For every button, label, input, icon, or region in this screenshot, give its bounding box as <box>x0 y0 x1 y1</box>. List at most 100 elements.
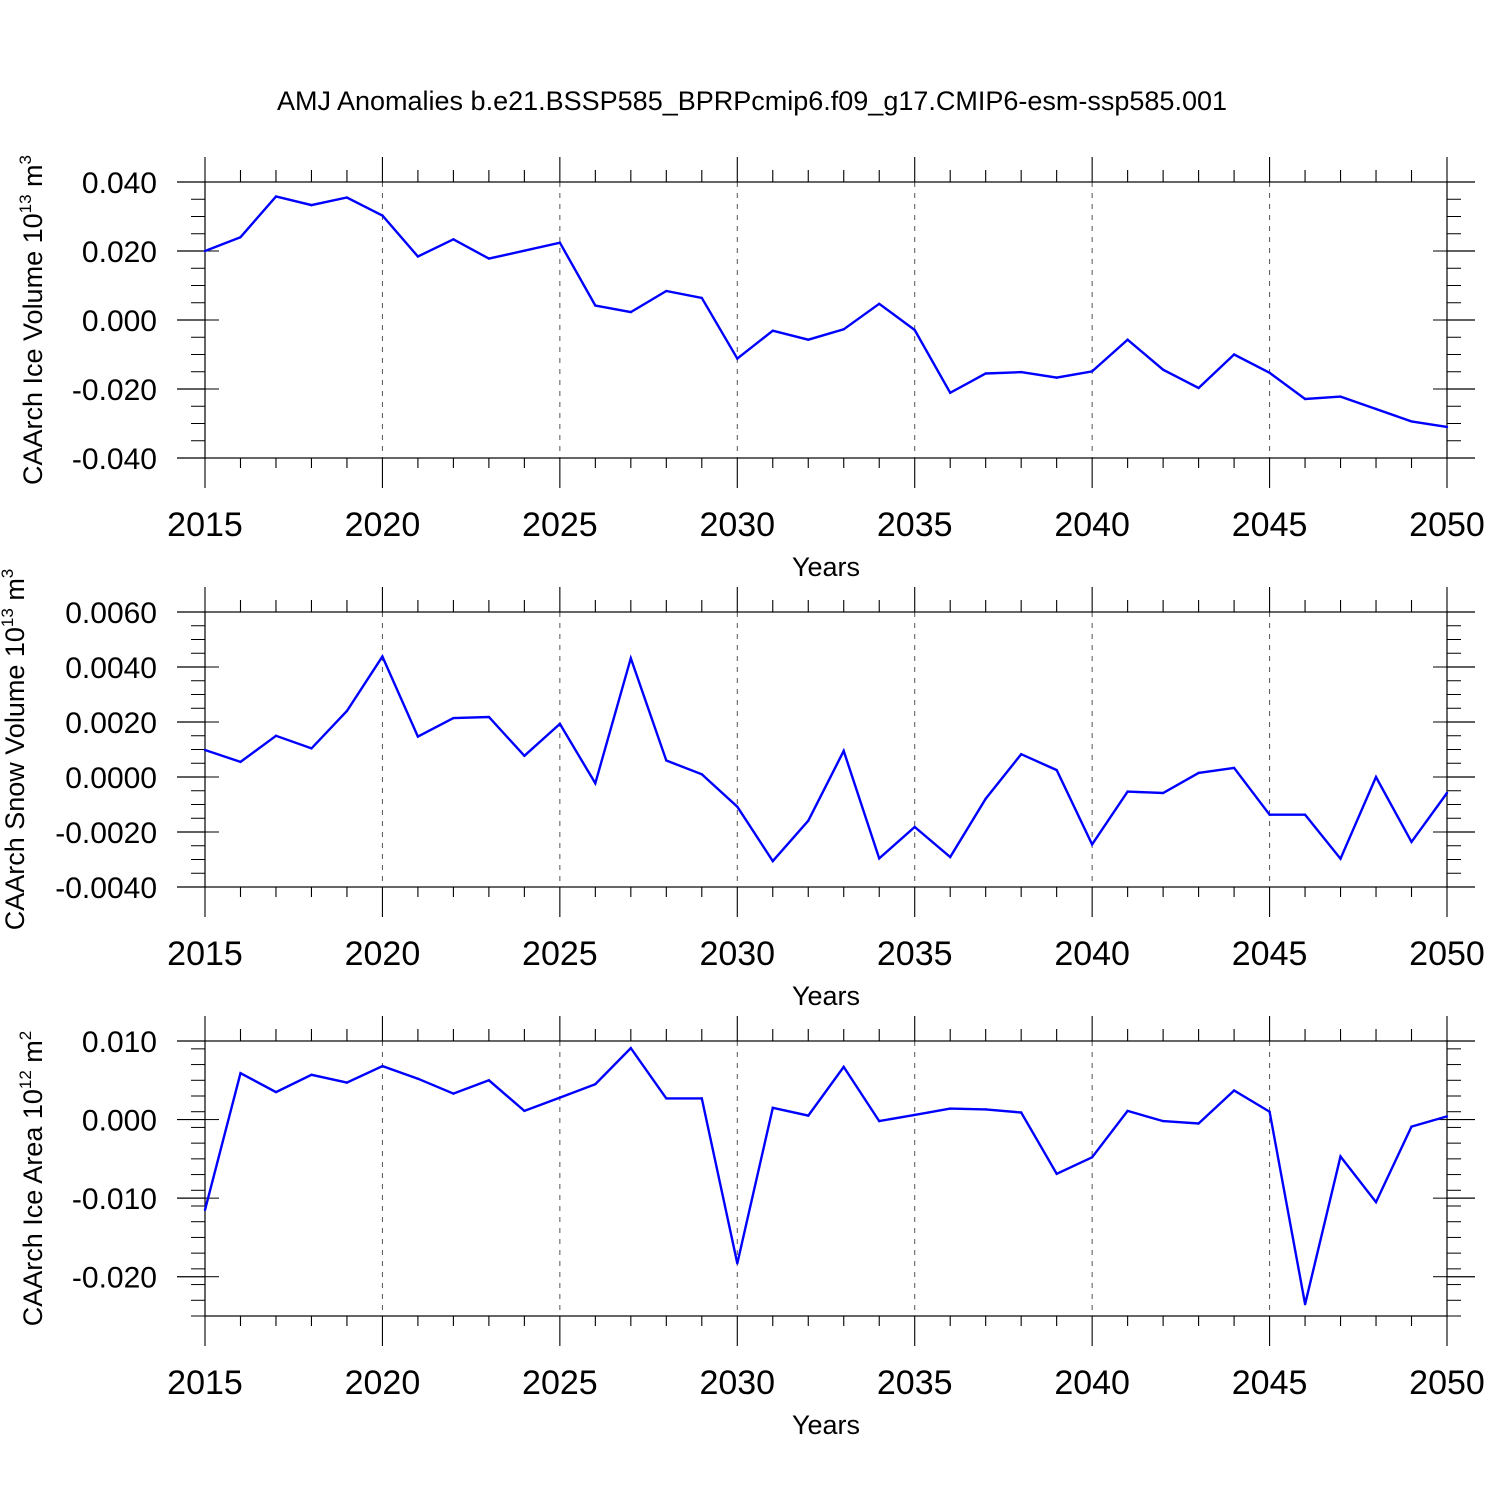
data-point <box>1197 1122 1200 1125</box>
data-point <box>949 1107 952 1110</box>
data-point <box>665 289 668 293</box>
x-tick-label: 2015 <box>167 1364 243 1402</box>
data-point <box>1268 813 1271 816</box>
data-point <box>523 1109 526 1113</box>
data-point <box>700 1097 703 1100</box>
x-tick-label: 2040 <box>1054 1364 1130 1402</box>
data-point <box>1410 420 1413 423</box>
data-point <box>807 1114 810 1117</box>
data-point <box>1055 376 1058 379</box>
data-point <box>1445 1115 1449 1118</box>
plot-frame <box>204 1040 1448 1317</box>
x-tick-label: 2050 <box>1409 1364 1485 1402</box>
data-point <box>381 655 384 658</box>
data-point <box>1303 1303 1307 1306</box>
data-point <box>594 782 597 785</box>
data-point <box>1232 353 1236 356</box>
data-point <box>203 1208 207 1212</box>
y-tick-label: -0.020 <box>72 1262 157 1295</box>
data-point <box>700 296 703 300</box>
y-tick-label: 0.0000 <box>65 762 157 795</box>
y-tick-label: 0.020 <box>82 236 157 269</box>
data-point <box>913 1113 916 1117</box>
y-tick-label: 0.0020 <box>65 707 157 740</box>
data-point <box>1090 370 1094 373</box>
data-point <box>629 1046 633 1050</box>
data-point <box>310 203 313 207</box>
data-point <box>558 241 562 244</box>
series-line <box>204 653 1448 864</box>
data-point <box>1126 790 1129 793</box>
data-point <box>665 759 668 762</box>
data-point <box>1410 840 1413 844</box>
x-tick-label: 2040 <box>1054 506 1130 544</box>
data-point <box>1445 425 1449 429</box>
data-point <box>345 709 349 713</box>
x-tick-label: 2025 <box>522 506 598 544</box>
data-point <box>558 722 562 726</box>
data-point <box>1126 338 1129 341</box>
x-tick-label: 2030 <box>699 1364 775 1402</box>
data-point <box>594 1083 597 1086</box>
x-axis-label: Years <box>792 981 860 1011</box>
data-point <box>913 825 916 829</box>
y-tick-label: 0.0040 <box>65 652 157 685</box>
data-point <box>452 238 455 241</box>
data-point <box>949 855 952 859</box>
data-point <box>771 329 774 332</box>
y-tick-label: -0.040 <box>72 443 157 476</box>
y-tick-label: 0.010 <box>82 1026 157 1059</box>
data-point <box>1197 386 1200 390</box>
x-tick-label: 2020 <box>345 506 421 544</box>
data-point <box>1055 1172 1058 1175</box>
panel-2: 0.0060 0.0040 0.0020 0.0000 -0.0020 -0.0040 20… <box>0 569 1485 1011</box>
data-point <box>736 805 739 808</box>
data-point <box>1410 1125 1413 1128</box>
data-point <box>594 304 597 307</box>
plot-frame <box>204 181 1448 459</box>
series-line <box>203 1046 1448 1305</box>
data-point <box>1232 1089 1236 1092</box>
data-point <box>274 1090 278 1094</box>
x-tick-label: 2015 <box>167 506 243 544</box>
data-point <box>807 338 810 341</box>
panel-3: 0.010 0.000 -0.010 -0.020 2015 2020 2025 2030 20… <box>16 1016 1485 1440</box>
data-point <box>1197 771 1200 775</box>
data-point <box>1374 407 1378 411</box>
data-point <box>487 715 491 719</box>
data-point <box>1268 371 1271 374</box>
chart-title: AMJ Anomalies b.e21.BSSP585_BPRPcmip6.f0… <box>277 86 1227 116</box>
data-point <box>1055 768 1058 772</box>
data-point <box>203 249 207 253</box>
data-point <box>452 716 455 720</box>
y-tick-label: -0.020 <box>72 374 157 407</box>
y-tick-label: 0.000 <box>82 305 157 338</box>
chart-panels: 0.040 0.020 0.000 -0.020 -0.040 2015 2020 2025 2… <box>0 155 1485 1440</box>
data-point <box>842 1065 845 1069</box>
data-point <box>1339 395 1342 398</box>
data-point <box>771 859 774 863</box>
x-tick-label: 2025 <box>522 935 598 973</box>
data-point <box>239 1072 242 1075</box>
data-point <box>913 328 916 332</box>
series-line <box>204 195 1448 429</box>
x-tick-label: 2045 <box>1232 1364 1308 1402</box>
data-point <box>452 1092 455 1095</box>
data-point <box>1161 368 1165 371</box>
data-point <box>416 1077 420 1080</box>
x-tick-label: 2020 <box>345 1364 421 1402</box>
data-point <box>1090 843 1094 846</box>
data-point <box>1374 775 1378 779</box>
data-point <box>736 357 739 360</box>
data-point <box>878 302 881 305</box>
data-point <box>629 657 633 660</box>
x-axis-label: Years <box>792 1410 860 1440</box>
data-point <box>274 734 278 737</box>
x-tick-label: 2045 <box>1232 506 1308 544</box>
data-point <box>523 754 526 758</box>
data-point <box>984 797 987 800</box>
x-tick-label: 2035 <box>877 935 953 973</box>
data-point <box>1303 397 1307 401</box>
data-point <box>878 1119 881 1123</box>
data-point <box>523 249 526 252</box>
